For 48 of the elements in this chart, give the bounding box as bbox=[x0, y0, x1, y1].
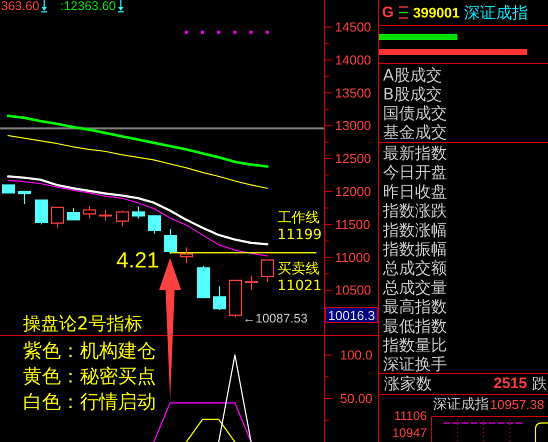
text: 深证成指 bbox=[464, 3, 528, 22]
annotation: 4.21 bbox=[116, 248, 160, 273]
y-tick-label: 14000 bbox=[335, 52, 372, 68]
text: 10016.3 bbox=[328, 308, 375, 323]
text: 国债成交 bbox=[383, 104, 447, 122]
text: 昨日收盘 bbox=[383, 182, 447, 201]
text: G bbox=[382, 4, 394, 21]
text: A股成交 bbox=[383, 66, 442, 84]
chart-title: 深证成指 bbox=[433, 396, 489, 412]
annotation: 363.60 bbox=[1, 0, 40, 13]
text: 总成交量 bbox=[382, 278, 447, 297]
text: B股成交 bbox=[383, 84, 442, 104]
text: 最高指数 bbox=[383, 297, 447, 316]
y-tick-label: 10947 bbox=[392, 426, 428, 440]
text: 2515 bbox=[494, 375, 527, 392]
text: 最低指数 bbox=[383, 316, 447, 336]
text: 深证换手 bbox=[383, 354, 447, 374]
text: 指数振幅 bbox=[382, 240, 447, 258]
text: 最新指数 bbox=[383, 144, 447, 162]
y-tick-label: 10500 bbox=[335, 282, 372, 298]
annotation: 工作线11199 bbox=[277, 210, 322, 244]
text: 399001 bbox=[413, 4, 460, 20]
annotation: ←10087.53 bbox=[242, 311, 308, 326]
y-tick-label: 12000 bbox=[335, 184, 372, 200]
text: 跌 bbox=[532, 374, 547, 392]
text: 总成交额 bbox=[382, 258, 447, 278]
chart-title: 操盘论2号指标 bbox=[23, 314, 142, 334]
y-tick-label: 13500 bbox=[335, 85, 372, 100]
y-tick-label: 100.0 bbox=[340, 348, 373, 363]
y-tick-label: 12500 bbox=[335, 151, 372, 166]
y-tick-label: 14500 bbox=[335, 19, 372, 34]
text: 基金成交 bbox=[383, 122, 447, 142]
y-tick-label: 50.00 bbox=[340, 391, 373, 406]
y-tick-label: 11106 bbox=[394, 409, 428, 423]
text: 指数量比 bbox=[382, 336, 447, 354]
text: 涨家数 bbox=[384, 374, 432, 393]
annotation: 黄色：秘密买点 bbox=[23, 366, 156, 388]
text: 今日开盘 bbox=[383, 162, 447, 182]
annotation: 白色：行情启动 bbox=[23, 391, 156, 413]
annotation: :12363.60 bbox=[60, 0, 116, 13]
y-tick-label: 11000 bbox=[335, 250, 370, 265]
annotation: 紫色：机构建仓 bbox=[23, 340, 156, 362]
text: 10957.38 bbox=[490, 397, 544, 412]
text: 指数涨跌 bbox=[382, 201, 447, 220]
annotation: 买卖线11021 bbox=[277, 260, 322, 294]
text: 指数涨幅 bbox=[382, 220, 447, 240]
y-tick-label: 13000 bbox=[335, 118, 372, 134]
y-tick-label: 11500 bbox=[335, 216, 370, 232]
